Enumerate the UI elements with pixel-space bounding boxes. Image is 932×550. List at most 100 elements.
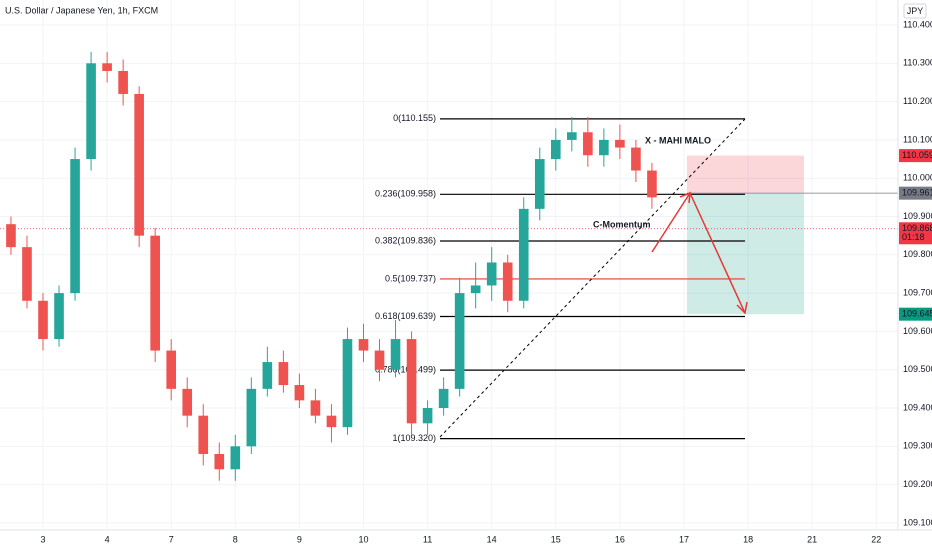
candle-body (214, 453, 225, 470)
y-tick-label: 109.500 (903, 364, 932, 374)
candle-body (567, 132, 577, 140)
x-tick-label: 8 (233, 534, 238, 544)
candle-body (70, 159, 80, 294)
candle-body (599, 139, 609, 156)
y-tick-label: 110.300 (903, 58, 932, 68)
x-tick-label: 15 (551, 534, 561, 544)
x-tick-label: 9 (297, 534, 302, 544)
candle-body (502, 262, 513, 301)
candle-body (310, 400, 321, 416)
candle-body (198, 415, 209, 454)
candle-body (134, 93, 144, 236)
candle-body (326, 415, 337, 428)
y-tick-label: 110.400 (903, 19, 932, 29)
price-tag-label: 109.868 (902, 223, 932, 233)
candle-body (438, 388, 449, 409)
y-tick-label: 109.700 (903, 287, 932, 297)
fib-label: 0.236(109.958) (375, 189, 436, 199)
candle-body (631, 147, 641, 171)
y-tick-label: 109.600 (903, 326, 932, 336)
x-tick-label: 16 (615, 534, 625, 544)
candle-body (518, 208, 529, 301)
candle-body (54, 293, 64, 340)
candle-body (278, 362, 289, 386)
price-countdown: 01:18 (902, 232, 925, 242)
candle-body (166, 350, 177, 389)
price-tag (899, 149, 932, 163)
y-tick-label: 109.300 (903, 441, 932, 451)
fib-label: 0.786(109.499) (375, 364, 436, 374)
candle-body (294, 385, 305, 401)
candle-body (262, 362, 273, 389)
x-tick-label: 14 (487, 534, 497, 544)
candle-body (86, 63, 96, 160)
price-tag-label: 109.645 (902, 309, 932, 319)
candle-body (150, 235, 160, 351)
fib-label: 0.382(109.836) (375, 235, 436, 245)
annotation: C-Momentum (593, 219, 651, 229)
candle-body (230, 446, 241, 470)
chart-title: U.S. Dollar / Japanese Yen, 1h, FXCM (5, 5, 158, 15)
candle-body (470, 285, 481, 294)
candle-body (22, 247, 32, 301)
arrow-head (736, 301, 748, 315)
candle-body (374, 350, 385, 370)
drawings (439, 118, 748, 438)
trend-line (439, 118, 746, 438)
price-tag (899, 307, 932, 321)
fib-label: 0.618(109.639) (375, 311, 436, 321)
x-tick-label: 4 (105, 534, 110, 544)
arrow-head (679, 191, 691, 204)
axes: 110.400 110.300 110.200 110.100 110.000 109.9… (41, 19, 932, 544)
candle-body (38, 300, 48, 340)
candle-body (182, 388, 193, 416)
x-tick-label: 7 (169, 534, 174, 544)
fib-label: 0.5(109.737) (385, 273, 436, 283)
y-tick-label: 110.000 (903, 173, 932, 183)
candle-body (406, 339, 417, 424)
candle-body (422, 408, 433, 424)
x-tick-label: 22 (871, 534, 881, 544)
candle-body (486, 262, 497, 286)
y-tick-label: 109.100 (903, 517, 932, 527)
x-tick-label: 3 (41, 534, 46, 544)
price-tag (899, 186, 932, 200)
x-tick-label: 11 (423, 534, 432, 544)
y-tick-label: 110.200 (903, 96, 932, 106)
candle-body (390, 339, 401, 370)
candles (6, 51, 657, 481)
candle-body (647, 170, 657, 198)
price-tag-label: 110.059 (902, 150, 932, 160)
candle-body (6, 224, 16, 248)
candle-body (102, 63, 112, 71)
currency: JPY (907, 6, 924, 16)
y-tick-label: 109.400 (903, 402, 932, 412)
x-tick-label: 21 (807, 534, 817, 544)
candle-body (358, 339, 369, 351)
fib-retracement: 0(110.155) 0.236(109.958) 0.382(109.836) 0.… (375, 113, 745, 443)
x-tick-label: 10 (358, 534, 368, 544)
fib-label: 1(109.320) (392, 433, 436, 443)
currency-box (903, 3, 927, 19)
y-tick-label: 109.900 (903, 211, 932, 221)
price-tag-label: 109.961 (902, 188, 932, 198)
annotation: X - MAHI MALO (645, 135, 711, 145)
target-zone (687, 193, 804, 315)
candle-body (583, 132, 593, 156)
price-tag (899, 222, 932, 245)
y-tick-label: 109.800 (903, 249, 932, 259)
candle-body (454, 293, 465, 389)
y-tick-label: 109.200 (903, 479, 932, 489)
candle-body (342, 339, 353, 428)
candle-body (615, 139, 625, 148)
position-zones (0, 155, 898, 315)
candle-body (534, 159, 545, 209)
y-tick-label: 110.100 (903, 134, 932, 144)
candle-body (118, 70, 128, 94)
candle-body (246, 388, 257, 447)
fib-label: 0(110.155) (393, 113, 436, 123)
x-tick-label: 17 (679, 534, 689, 544)
x-tick-label: 18 (743, 534, 753, 544)
